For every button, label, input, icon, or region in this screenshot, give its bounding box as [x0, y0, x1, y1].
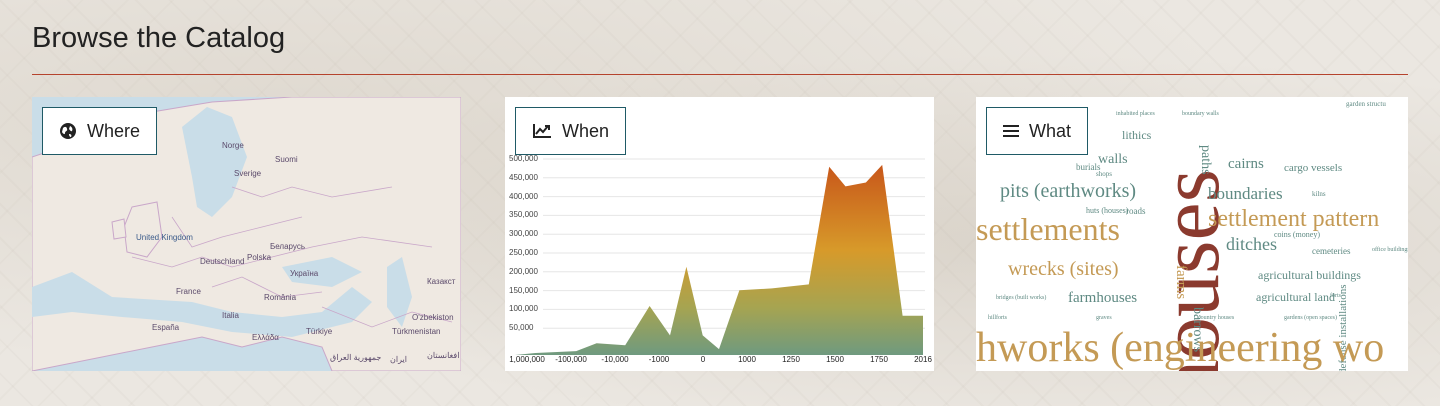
bars-icon: [1003, 125, 1019, 137]
chart-x-tick: 2016: [914, 355, 932, 364]
chart-x-tick: 1750: [870, 355, 888, 364]
word-cloud-term[interactable]: boundary walls: [1182, 111, 1219, 117]
map-label-espana: España: [152, 323, 180, 332]
word-cloud-term[interactable]: country houses: [1198, 315, 1235, 321]
chart-x-tick: 1250: [782, 355, 800, 364]
chart-x-tick: -100,000: [555, 355, 587, 364]
chart-y-tick: 250,000: [509, 248, 538, 257]
map-label-ukraina: Україна: [290, 269, 319, 278]
what-panel[interactable]: houses settlements settlement pattern pits …: [976, 97, 1408, 371]
word-cloud-term[interactable]: huts (houses): [1086, 206, 1129, 215]
map-label-polska: Polska: [247, 253, 272, 262]
word-cloud-term[interactable]: forts: [1330, 293, 1341, 299]
map-label-iran: ایران: [390, 355, 407, 364]
word-cloud-term[interactable]: inhabited places: [1116, 111, 1155, 117]
word-cloud-term[interactable]: garden structu: [1346, 100, 1386, 108]
word-cloud-term[interactable]: gardens (open spaces): [1284, 315, 1337, 321]
word-cloud-term[interactable]: paths: [1198, 145, 1213, 175]
chart-y-tick: 350,000: [509, 210, 538, 220]
chart-x-tick: 0: [700, 355, 706, 364]
chart-area-series: [515, 164, 923, 355]
word-cloud-term[interactable]: hillforts: [988, 315, 1007, 321]
map-label-sverige: Sverige: [234, 169, 262, 178]
chart-y-tick: 450,000: [509, 172, 538, 182]
word-cloud-term[interactable]: roads: [1126, 206, 1146, 216]
word-cloud-term[interactable]: cemeteries: [1312, 246, 1351, 256]
word-cloud-term[interactable]: kilns: [1312, 190, 1326, 198]
word-cloud-term[interactable]: lithics: [1122, 128, 1152, 142]
word-cloud-term[interactable]: shops: [1096, 170, 1112, 178]
map-label-iraq: جمهورية العراق: [330, 353, 382, 362]
where-button-label: Where: [87, 120, 141, 141]
map-label-france: France: [176, 287, 201, 296]
chart-y-tick: 400,000: [509, 191, 538, 201]
title-divider: [32, 74, 1408, 75]
page-title: Browse the Catalog: [32, 22, 286, 54]
word-cloud-term[interactable]: agricultural buildings: [1258, 268, 1361, 282]
map-label-italia: Italia: [222, 311, 239, 320]
chart-y-tick: 50,000: [509, 323, 534, 333]
chart-x-tick: 1500: [826, 355, 844, 364]
word-cloud-term[interactable]: office buildings: [1372, 247, 1408, 253]
map-label-norge: Norge: [222, 141, 244, 150]
when-button-label: When: [562, 120, 610, 141]
chart-x-tick: -1000: [648, 355, 670, 364]
chart-y-tick: 200,000: [509, 266, 538, 276]
map-label-ellada: Ελλάδα: [252, 333, 279, 342]
when-button[interactable]: When: [515, 107, 627, 155]
what-button-label: What: [1029, 120, 1072, 141]
word-cloud-term[interactable]: cairns: [1228, 156, 1264, 172]
word-cloud-term[interactable]: walls: [1098, 152, 1128, 167]
word-cloud-term[interactable]: graves: [1096, 315, 1112, 321]
word-cloud-term[interactable]: settlements: [976, 211, 1120, 247]
map-label-kazakhstan: Казакст: [427, 277, 456, 286]
map-label-romania: România: [264, 293, 297, 302]
globe-icon: [60, 123, 76, 139]
word-cloud-term[interactable]: boundaries: [1208, 184, 1283, 203]
map-label-belarus: Беларусь: [270, 242, 305, 251]
chart-y-tick: 100,000: [509, 304, 538, 314]
where-button[interactable]: Where: [42, 107, 158, 155]
chart-y-tick: 150,000: [509, 285, 538, 295]
word-cloud-term[interactable]: ditches: [1226, 234, 1277, 254]
map-label-ozbekiston: O'zbekiston: [412, 313, 454, 322]
timeline-chart: [515, 158, 925, 355]
word-cloud-term[interactable]: bridges (built works): [996, 295, 1047, 301]
word-cloud-term[interactable]: settlement pattern: [1208, 206, 1380, 232]
word-cloud-term[interactable]: burials: [1076, 162, 1101, 172]
chart-y-tick: 500,000: [509, 154, 538, 163]
word-cloud-term[interactable]: cargo vessels: [1284, 162, 1343, 174]
chart-x-tick: 1000: [738, 355, 756, 364]
line-chart-icon: [533, 124, 551, 138]
word-cloud-term[interactable]: pits (earthworks): [1000, 180, 1137, 202]
word-cloud-term[interactable]: wrecks (sites): [1008, 258, 1119, 280]
map-label-deutschland: Deutschland: [200, 257, 245, 266]
word-cloud-term[interactable]: farms: [1173, 265, 1189, 300]
where-panel[interactable]: Norge Suomi Sverige United Kingdom Белар…: [32, 97, 461, 371]
map-label-turkiye: Türkiye: [306, 327, 333, 336]
chart-y-tick: 300,000: [509, 229, 538, 239]
map-label-united-kingdom: United Kingdom: [136, 233, 193, 242]
word-cloud-term[interactable]: farmhouses: [1068, 290, 1138, 306]
map-label-suomi: Suomi: [275, 155, 298, 164]
map-label-afghanistan: افغانستان: [427, 351, 460, 360]
map-label-turkmenistan: Türkmenistan: [392, 327, 441, 336]
word-cloud-term[interactable]: coins (money): [1274, 230, 1320, 239]
what-button[interactable]: What: [986, 107, 1089, 155]
word-cloud-term[interactable]: agricultural land: [1256, 290, 1335, 304]
chart-x-tick: 1,000,000: [509, 355, 545, 364]
when-panel[interactable]: 500,000 450,000 400,000 350,000 300,000 250,0…: [505, 97, 934, 371]
word-cloud-term[interactable]: hworks (engineering wo: [976, 325, 1385, 371]
chart-x-tick: -10,000: [601, 355, 629, 364]
